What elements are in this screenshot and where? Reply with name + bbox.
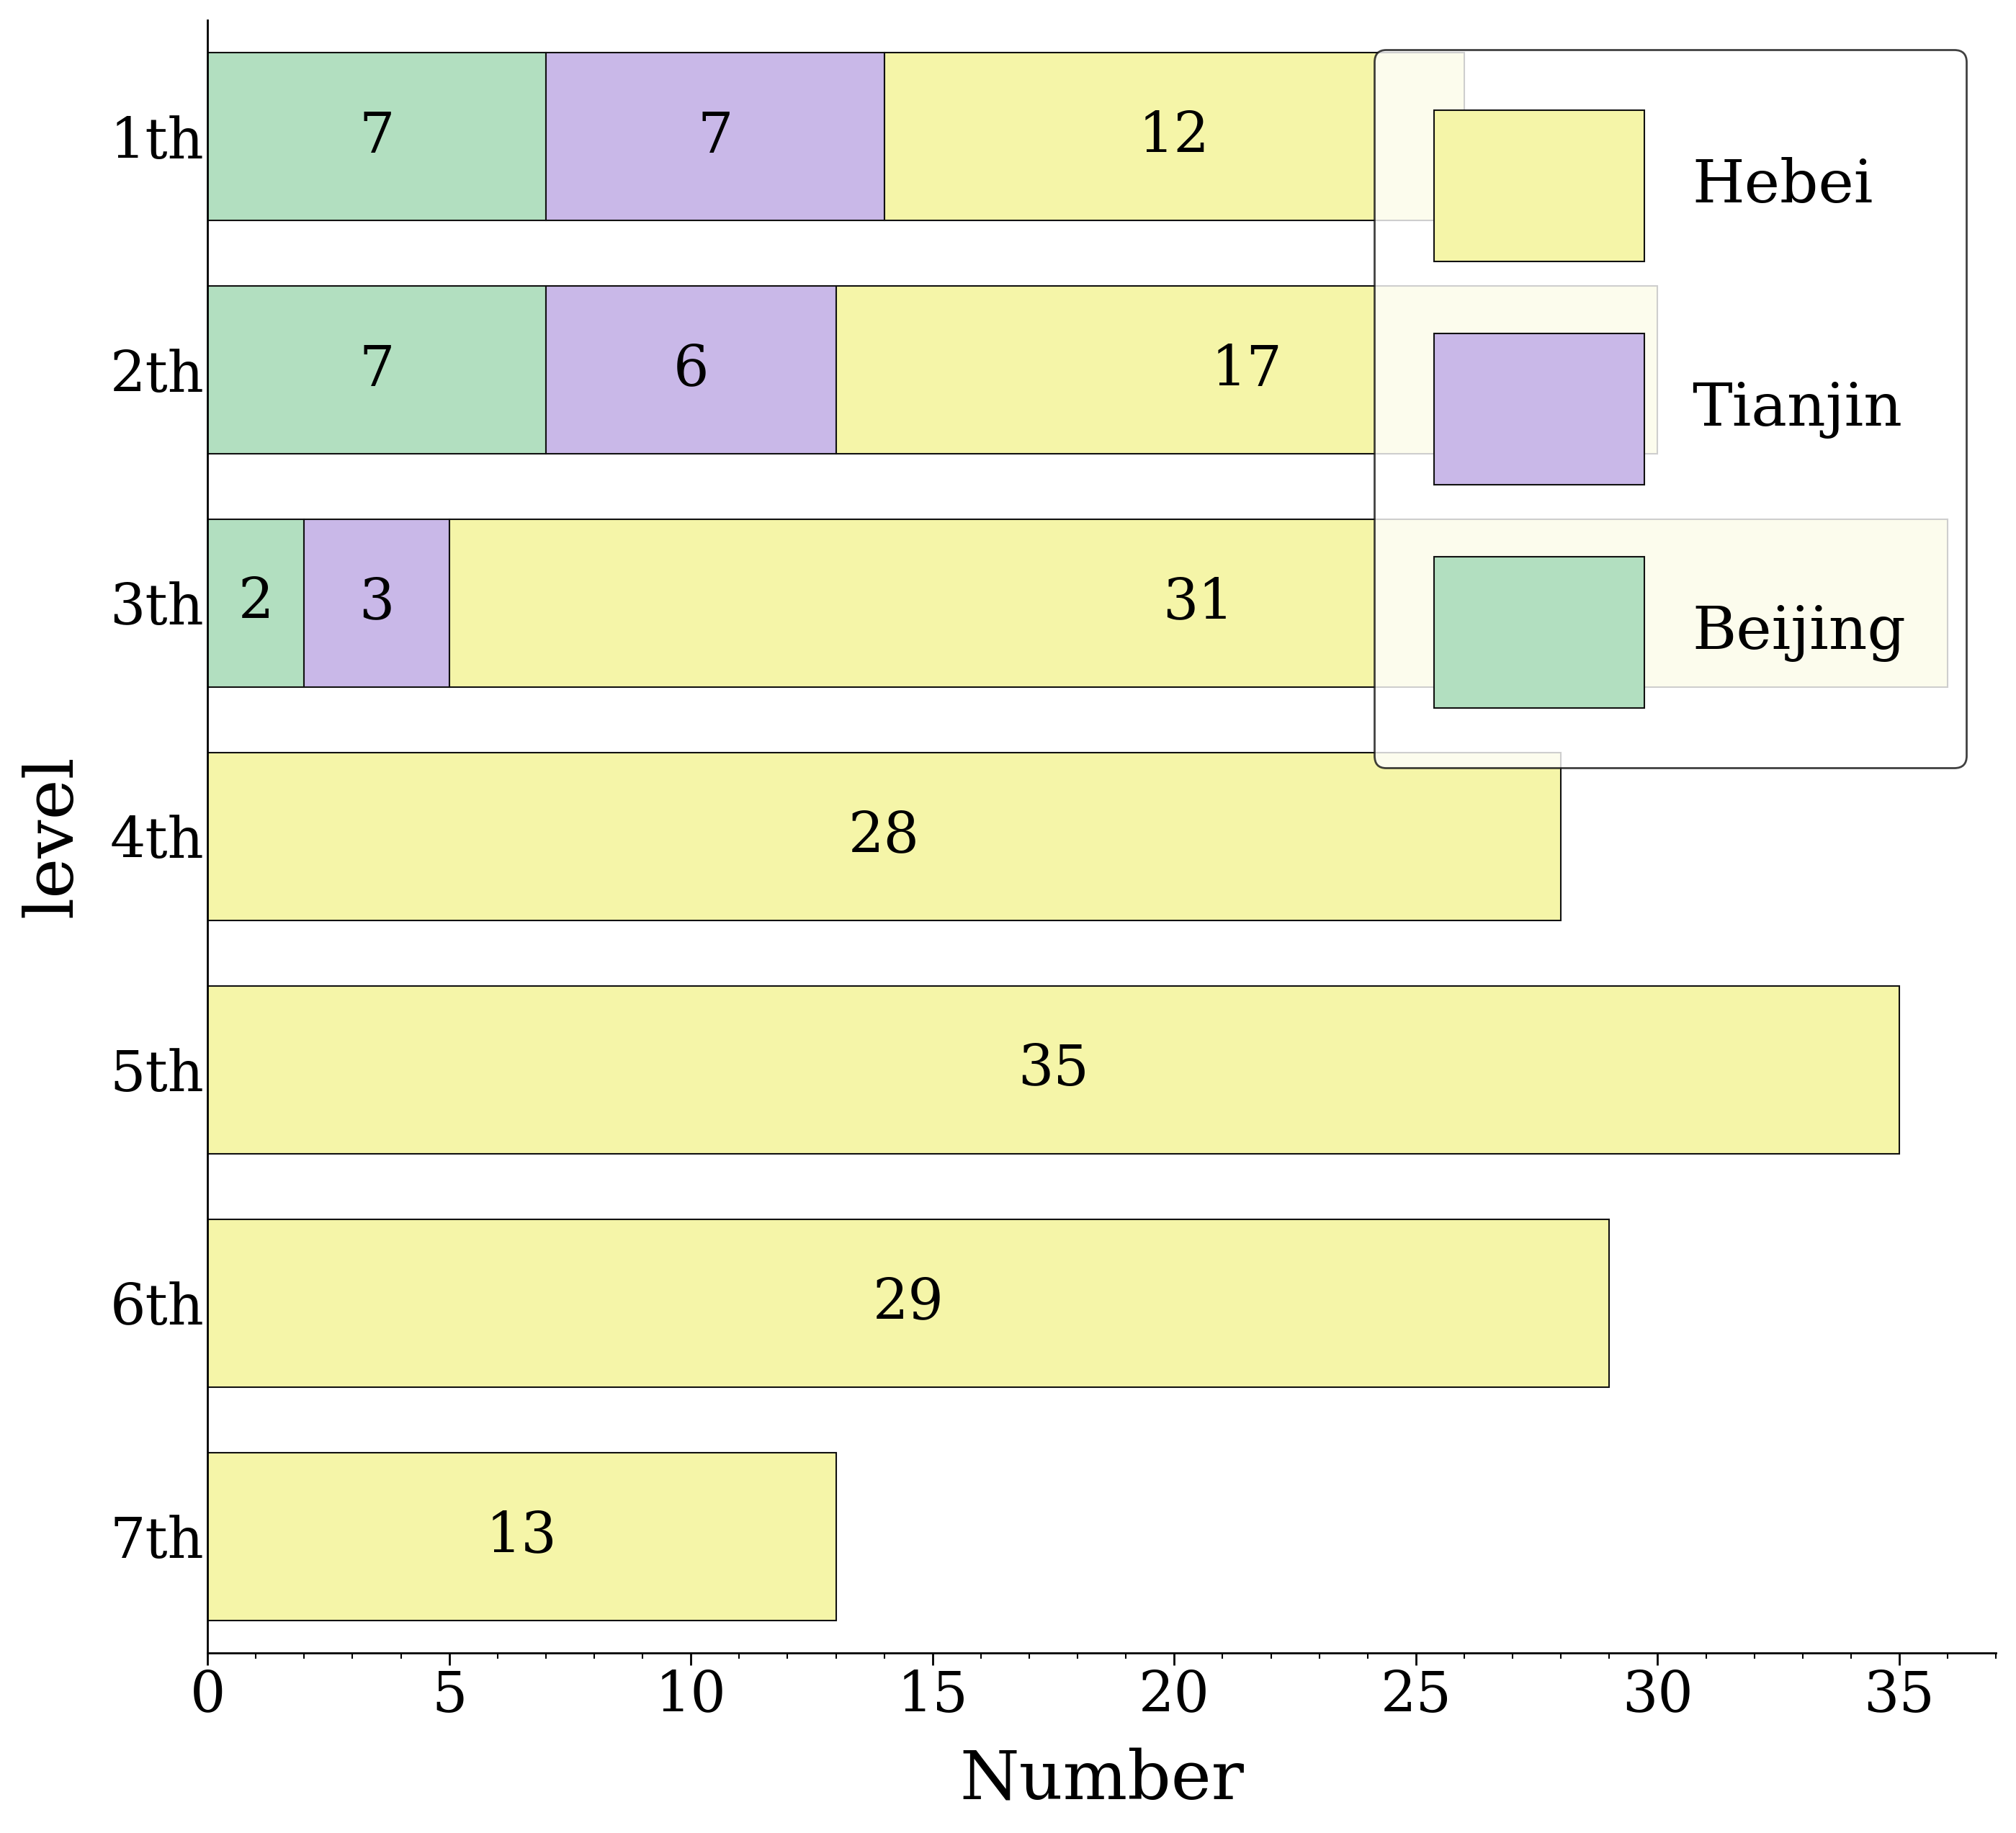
Bar: [546, 53, 885, 220]
Text: 29: 29: [873, 1276, 943, 1331]
Text: 2: 2: [238, 576, 274, 631]
Text: 6: 6: [673, 343, 710, 398]
Bar: [208, 1219, 1609, 1388]
Text: 13: 13: [486, 1509, 556, 1564]
Text: 7: 7: [359, 110, 395, 163]
Text: 31: 31: [1163, 576, 1234, 631]
Bar: [546, 286, 837, 455]
Bar: [304, 519, 450, 687]
Text: 17: 17: [1212, 343, 1282, 398]
Bar: [208, 286, 546, 455]
X-axis label: Number: Number: [960, 1749, 1244, 1813]
Text: 3: 3: [359, 576, 395, 631]
Bar: [885, 53, 1464, 220]
Text: 12: 12: [1139, 110, 1210, 163]
Text: 35: 35: [1018, 1043, 1089, 1098]
Bar: [450, 519, 1947, 687]
Bar: [208, 753, 1560, 920]
Text: 28: 28: [849, 808, 919, 863]
Bar: [208, 986, 1899, 1153]
Legend: Hebei, Tianjin, Beijing: Hebei, Tianjin, Beijing: [1375, 49, 1966, 768]
Bar: [837, 286, 1657, 455]
Text: 7: 7: [359, 343, 395, 398]
Bar: [208, 519, 304, 687]
Y-axis label: level: level: [20, 755, 85, 918]
Bar: [208, 53, 546, 220]
Bar: [208, 1452, 837, 1620]
Text: 7: 7: [698, 110, 734, 163]
